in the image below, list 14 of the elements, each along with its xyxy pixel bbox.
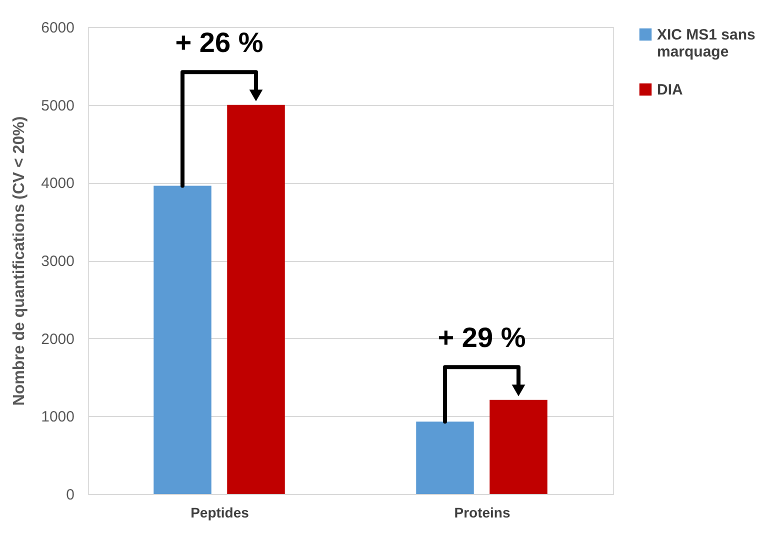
legend-label: XIC MS1 sans marquage	[657, 26, 756, 60]
y-tick-label: 0	[66, 486, 74, 504]
y-tick-label: 4000	[41, 175, 74, 192]
annotation: + 29 %	[438, 322, 526, 354]
y-tick-label: 1000	[41, 408, 74, 426]
x-tick-label: Proteins	[454, 504, 510, 520]
y-tick-label: 3000	[41, 253, 74, 270]
y-tick-label: 6000	[41, 20, 74, 36]
legend-label: DIA	[657, 82, 683, 98]
y-tick-label: 2000	[41, 330, 74, 348]
annotation: + 26 %	[175, 27, 264, 58]
y-axis-title: Nombre de quantifications (CV < 20%)	[11, 116, 28, 406]
x-tick-label: Peptides	[190, 504, 250, 520]
y-tick-label: 5000	[41, 97, 74, 114]
